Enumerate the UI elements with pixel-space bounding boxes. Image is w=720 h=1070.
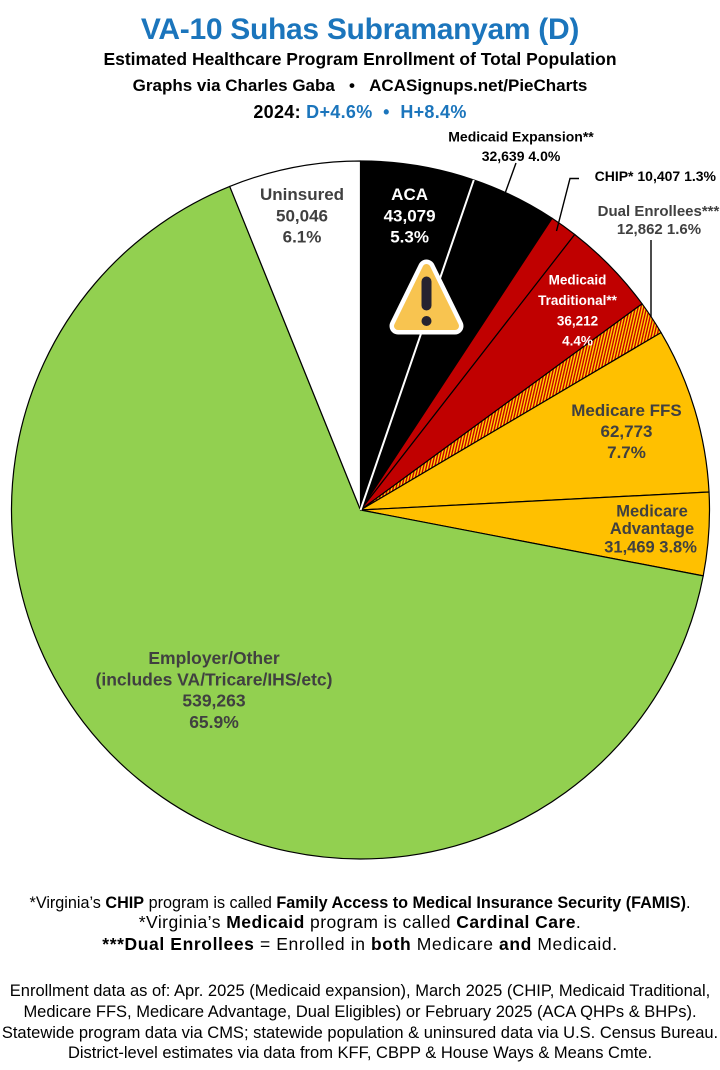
svg-text:62,773: 62,773: [601, 422, 653, 441]
svg-text:Medicaid: Medicaid: [549, 273, 607, 288]
svg-text:Medicare: Medicare: [616, 503, 688, 521]
svg-text:ACA: ACA: [391, 185, 428, 204]
svg-text:Medicare FFS: Medicare FFS: [571, 401, 682, 420]
svg-text:Traditional**: Traditional**: [538, 293, 618, 308]
svg-text:CHIP* 10,407 1.3%: CHIP* 10,407 1.3%: [595, 168, 717, 184]
svg-text:65.9%: 65.9%: [189, 712, 239, 732]
svg-text:Advantage: Advantage: [610, 520, 694, 538]
svg-text:Employer/Other: Employer/Other: [148, 648, 279, 668]
svg-text:539,263: 539,263: [182, 691, 246, 711]
svg-text:32,639 4.0%: 32,639 4.0%: [482, 148, 561, 164]
svg-text:12,862 1.6%: 12,862 1.6%: [617, 221, 701, 238]
svg-text:5.3%: 5.3%: [390, 228, 429, 247]
svg-text:50,046: 50,046: [276, 206, 328, 225]
svg-text:(includes VA/Tricare/IHS/etc): (includes VA/Tricare/IHS/etc): [96, 669, 333, 689]
svg-text:6.1%: 6.1%: [283, 228, 322, 247]
svg-text:7.7%: 7.7%: [607, 443, 646, 462]
svg-text:43,079: 43,079: [384, 206, 436, 225]
svg-text:Dual Enrollees***: Dual Enrollees***: [598, 203, 720, 220]
svg-text:31,469 3.8%: 31,469 3.8%: [604, 539, 697, 557]
svg-text:4.4%: 4.4%: [562, 334, 593, 349]
svg-text:Medicaid Expansion**: Medicaid Expansion**: [448, 129, 594, 145]
svg-text:36,212: 36,212: [557, 313, 598, 328]
svg-text:Uninsured: Uninsured: [260, 185, 344, 204]
